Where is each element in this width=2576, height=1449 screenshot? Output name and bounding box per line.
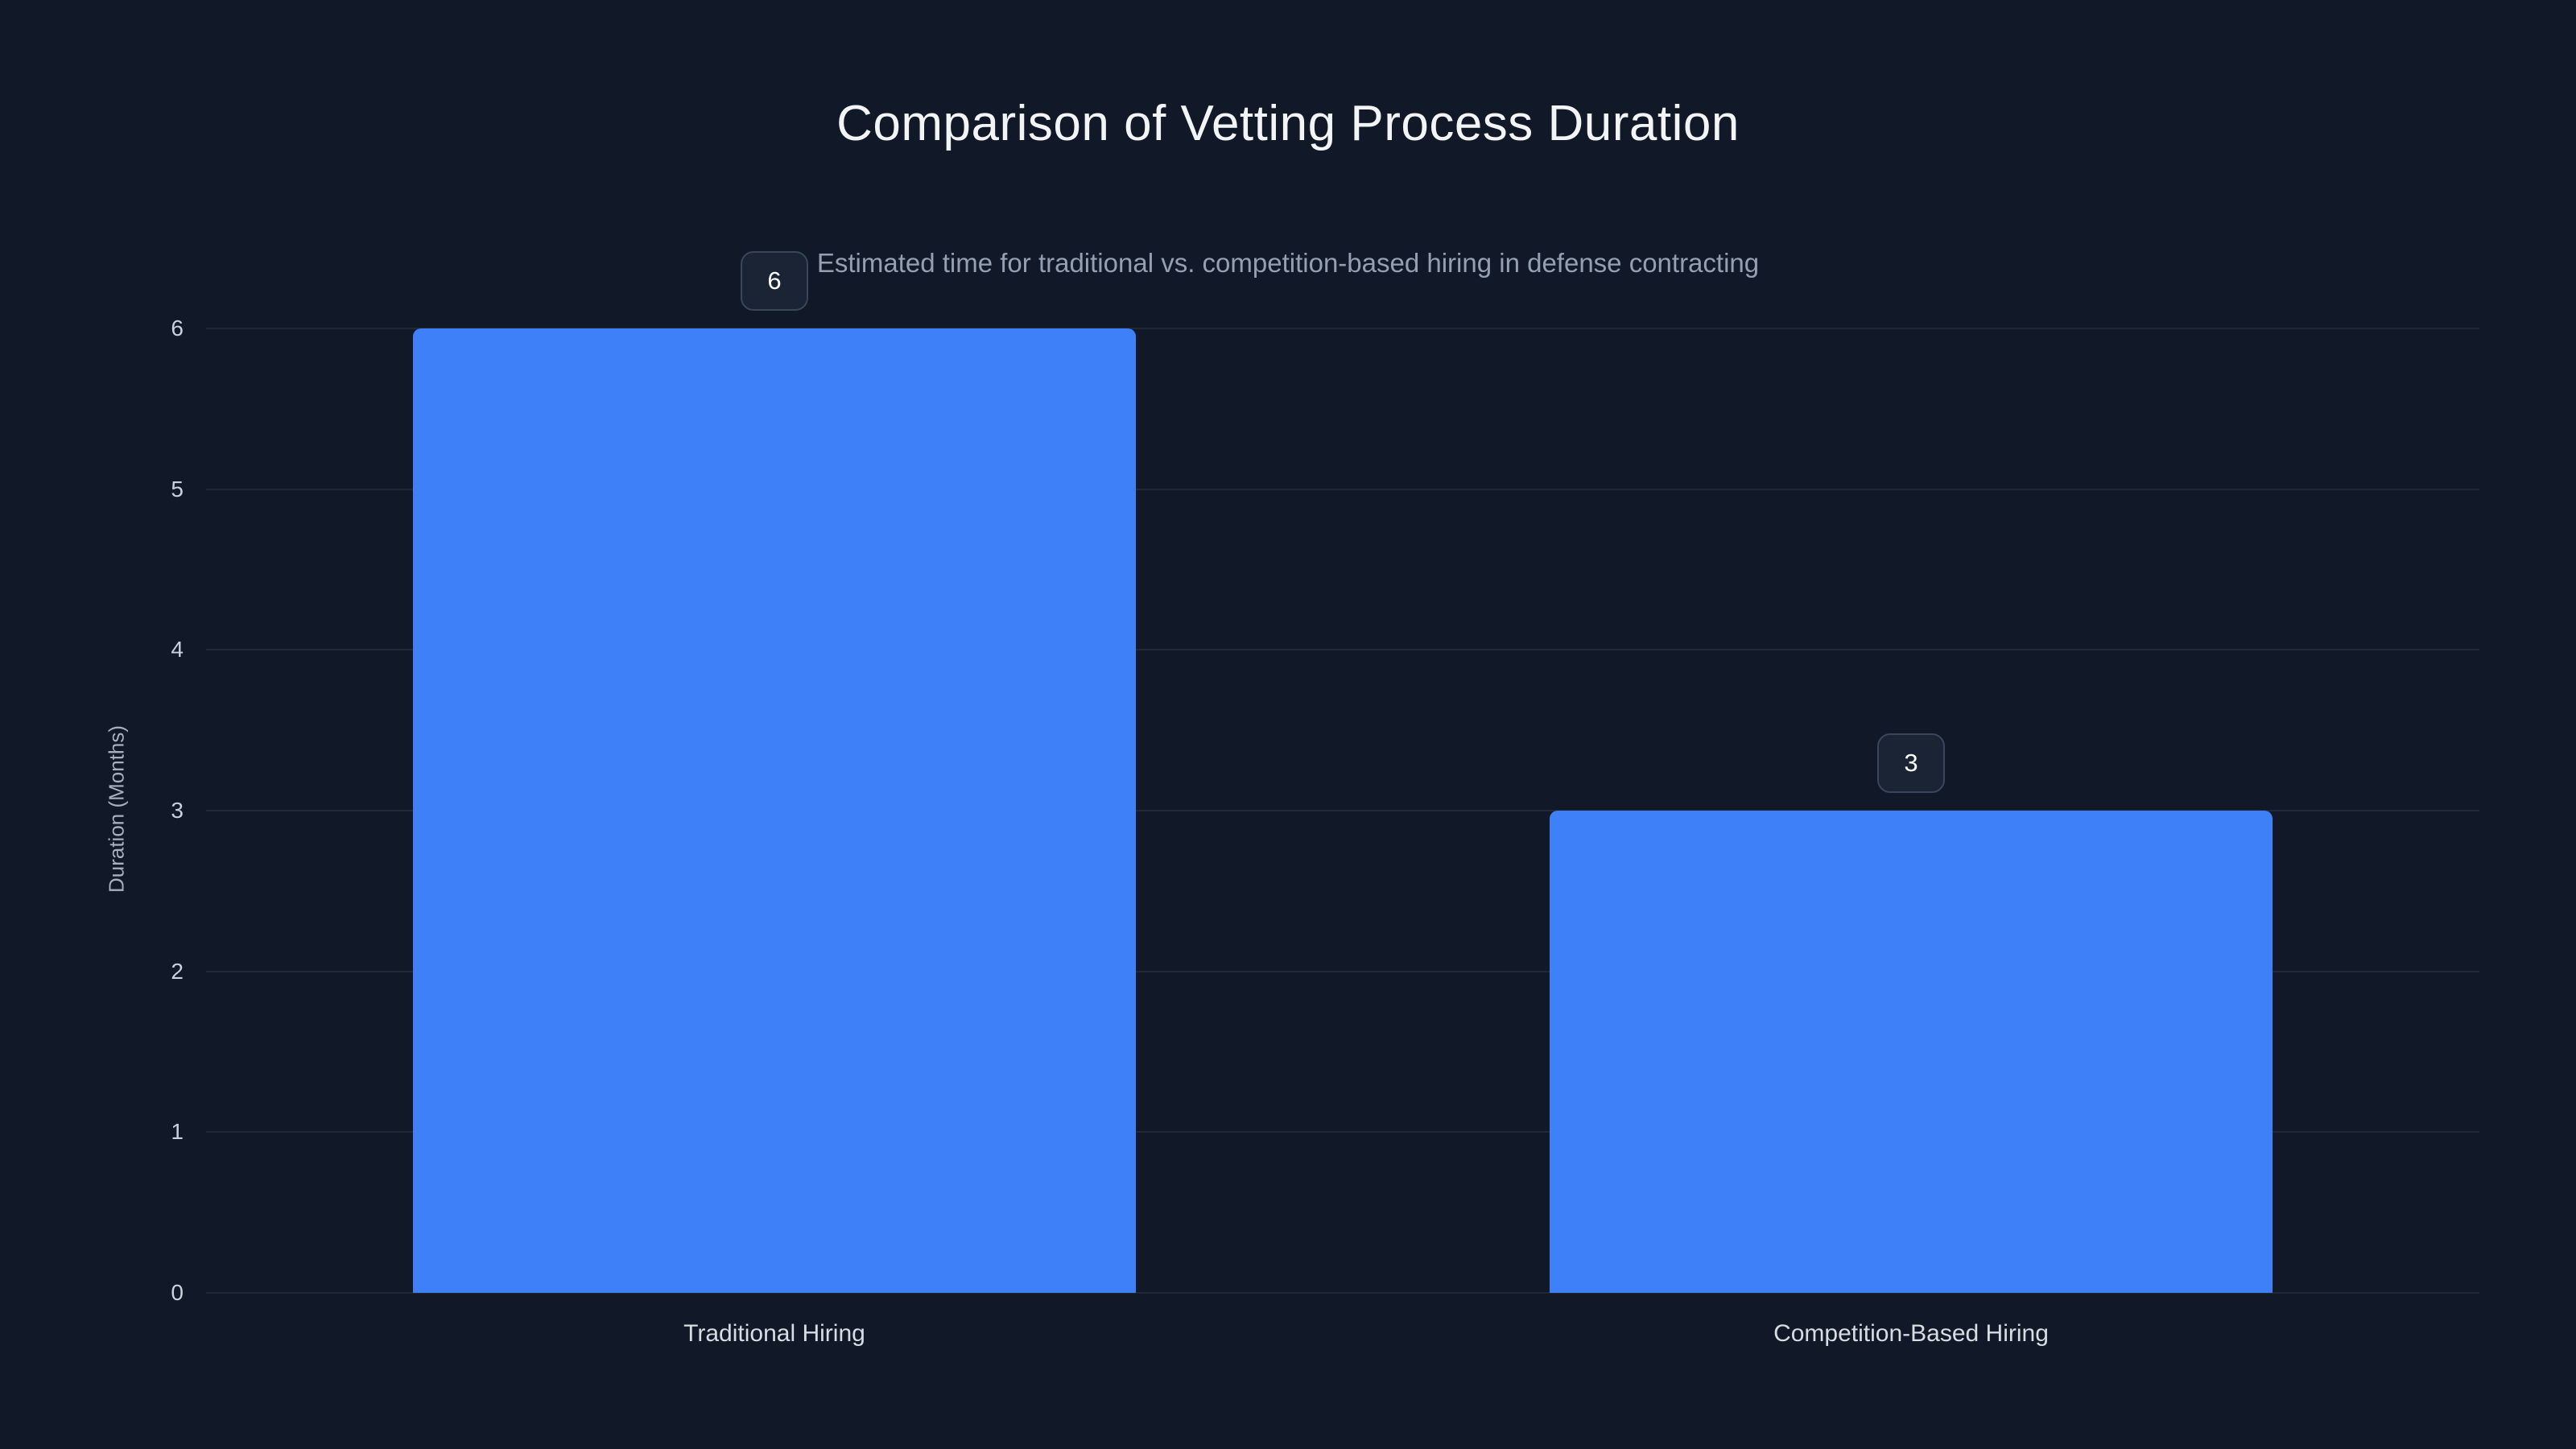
y-tick-label: 0	[171, 1280, 184, 1305]
gridline	[206, 1131, 2479, 1133]
gridline	[206, 810, 2479, 811]
value-badge: 3	[1877, 733, 1945, 793]
gridline	[206, 488, 2479, 490]
bar	[412, 328, 1136, 1293]
y-tick-label: 5	[171, 476, 184, 502]
gridline	[206, 328, 2479, 329]
y-tick-label: 4	[171, 637, 184, 663]
gridline	[206, 649, 2479, 651]
plot-area: 0 1 2 3 4 5 6 6 Traditional Hiring 3 Competition-B…	[171, 251, 2479, 1347]
y-tick-label: 6	[171, 316, 184, 341]
gridline	[206, 970, 2479, 972]
x-tick-label: Competition-Based Hiring	[1773, 1320, 2049, 1347]
y-tick-label: 1	[171, 1119, 184, 1145]
value-badge: 6	[741, 251, 808, 311]
x-tick-label: Traditional Hiring	[683, 1320, 865, 1347]
chart-title: Comparison of Vetting Process Duration	[836, 96, 1740, 151]
y-tick-label: 2	[171, 958, 184, 984]
y-tick-label: 3	[171, 798, 184, 823]
gridline	[206, 1292, 2479, 1294]
chart-subtitle: Estimated time for traditional vs. compe…	[816, 248, 1760, 278]
bar	[1549, 811, 2273, 1293]
